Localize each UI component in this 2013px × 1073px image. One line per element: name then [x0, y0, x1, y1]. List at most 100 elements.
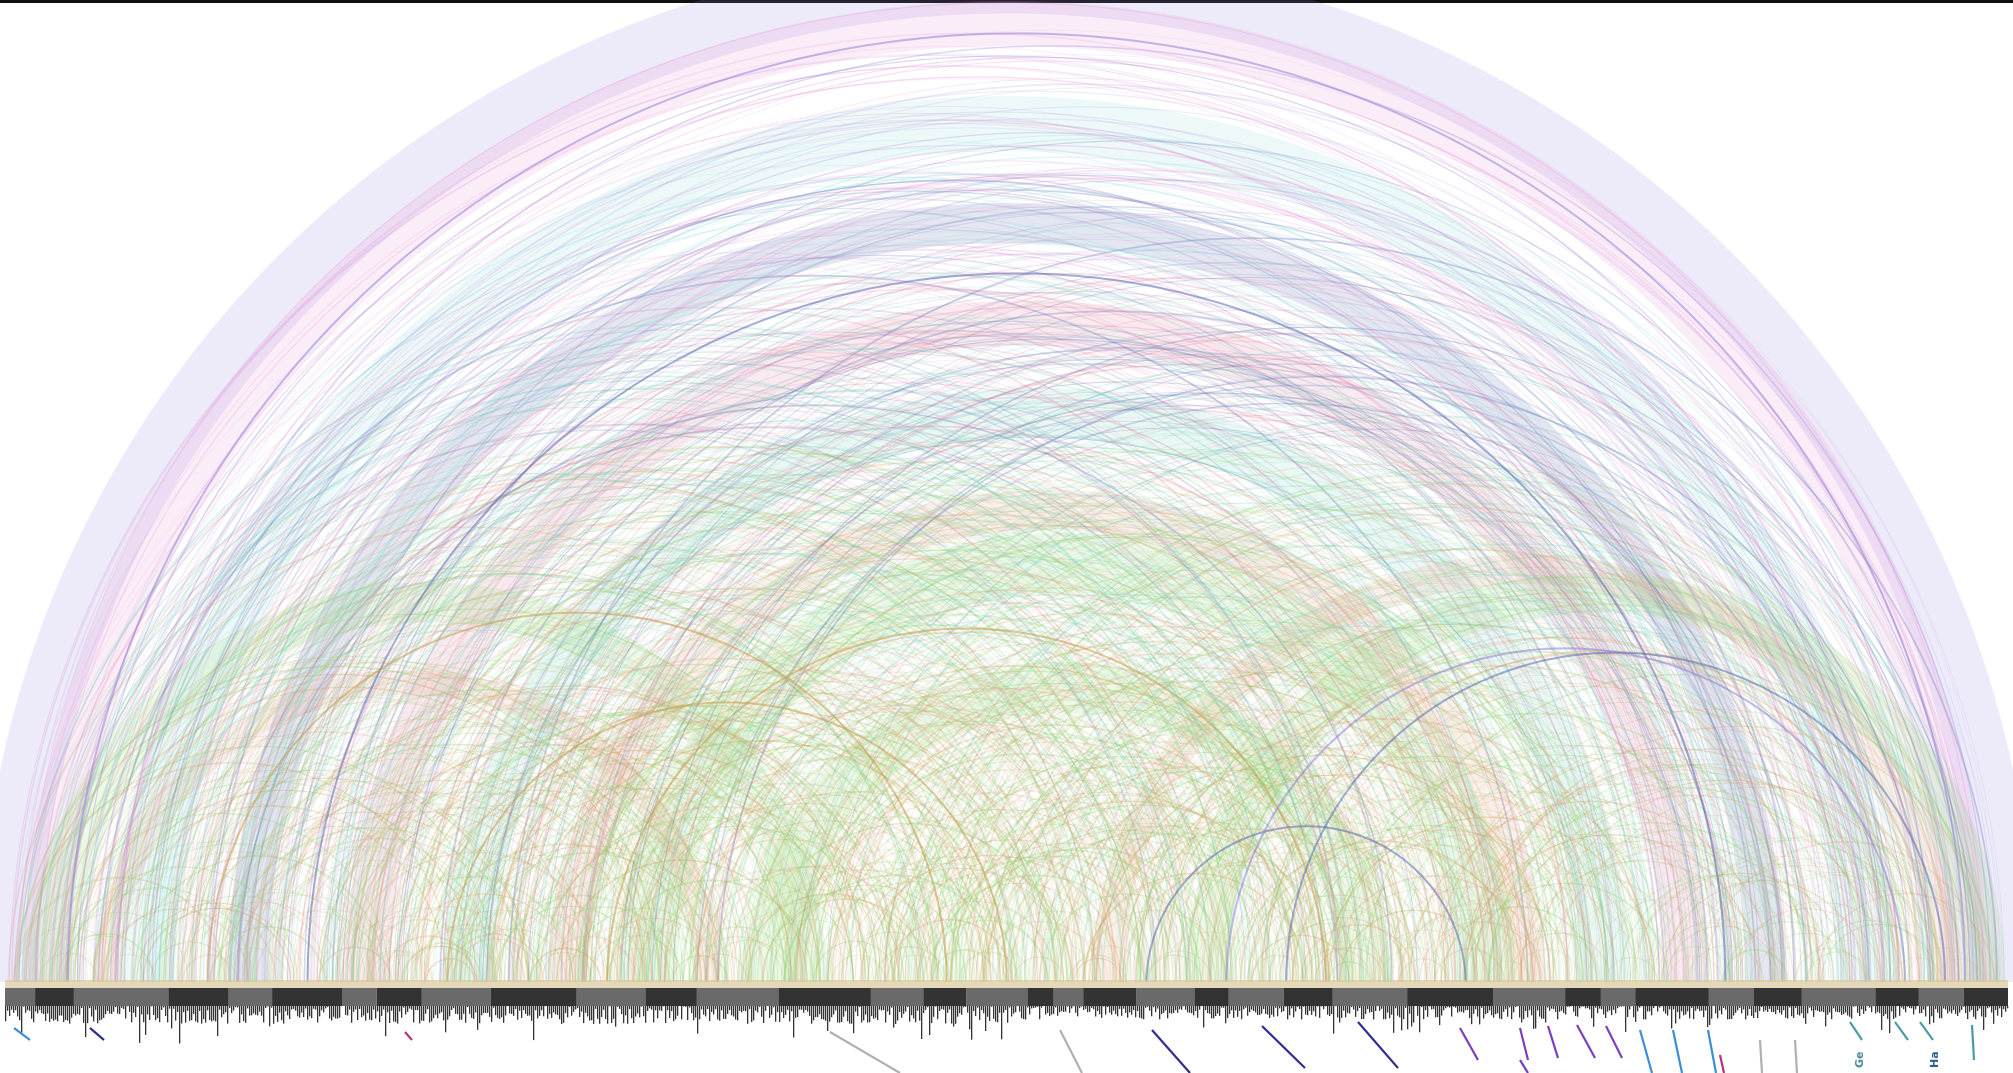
arc-strand	[516, 329, 1839, 983]
arc-strand	[24, 1, 1985, 983]
verse-bar	[487, 1006, 489, 1013]
arc-strand	[1156, 852, 1417, 983]
arc-strand	[228, 732, 727, 983]
arc-strand	[267, 331, 1569, 983]
arc-strand	[43, 662, 684, 983]
verse-bar	[1203, 1006, 1205, 1028]
verse-bar	[1793, 1006, 1795, 1018]
verse-bar	[1261, 1006, 1263, 1014]
verse-bar	[1181, 1006, 1183, 1010]
verse-bar	[985, 1006, 987, 1031]
arc-strand	[41, 185, 1635, 983]
arc-strand	[397, 657, 1047, 983]
arc-strand	[916, 915, 1049, 983]
arc-strand	[379, 512, 1320, 983]
verse-bar	[1095, 1006, 1097, 1017]
arc-strand	[653, 520, 1578, 983]
arc-strand	[413, 855, 668, 983]
arc-strand	[793, 792, 1182, 983]
arc-strand	[942, 630, 1647, 983]
arc-strand	[854, 565, 1688, 983]
verse-bar	[551, 1006, 553, 1018]
arc-strand	[1008, 825, 1331, 983]
verse-bar	[177, 1006, 179, 1012]
arc-strand	[318, 924, 434, 983]
verse-bar	[1729, 1006, 1731, 1020]
arc-strand	[164, 752, 624, 983]
verse-bar	[1611, 1006, 1613, 1016]
verse-bar	[1313, 1006, 1315, 1012]
verse-bar	[567, 1006, 569, 1018]
arc-strand	[1487, 786, 1879, 983]
arc-strand	[205, 187, 1796, 983]
verse-bar	[1605, 1006, 1607, 1018]
arc-strand	[831, 682, 1431, 983]
arc-strand	[1685, 864, 1921, 983]
verse-bar	[917, 1006, 919, 1011]
arc-strand	[1583, 794, 1959, 983]
verse-bar	[245, 1006, 247, 1023]
arc-strand	[211, 834, 506, 983]
verse-bar	[323, 1006, 325, 1013]
arc-strand	[803, 521, 1725, 983]
arc-strand	[1398, 958, 1449, 983]
arc-strand	[401, 216, 1933, 983]
arc-strand	[371, 736, 863, 983]
verse-bar	[953, 1006, 955, 1027]
arc-strand	[646, 587, 1437, 983]
arc-strand	[633, 794, 1010, 983]
verse-bar	[801, 1006, 803, 1010]
arc-strand	[837, 508, 1785, 983]
arc-strand	[335, 221, 1856, 983]
verse-bar	[897, 1006, 899, 1021]
verse-bar	[597, 1006, 599, 1019]
verse-bar	[455, 1006, 457, 1014]
verse-bar	[1503, 1006, 1505, 1012]
arc-strand	[1808, 919, 1933, 983]
verse-bar	[1305, 1006, 1307, 1015]
verse-bar	[1369, 1006, 1371, 1013]
chapter-segment	[168, 988, 229, 1006]
arc-strand	[1149, 691, 1732, 983]
slant-tick	[1459, 1027, 1479, 1061]
verse-bar	[1537, 1006, 1539, 1011]
verse-bar	[1413, 1006, 1415, 1023]
arc-strand	[219, 549, 1086, 983]
arc-strand	[1512, 948, 1583, 983]
arc-strand	[228, 535, 1122, 983]
arc-strand	[1618, 874, 1835, 983]
verse-bar	[33, 1006, 35, 1023]
verse-bar	[1727, 1006, 1729, 1020]
verse-bar	[861, 1006, 863, 1023]
arc-strand	[931, 949, 998, 983]
chapter-segment	[228, 988, 273, 1006]
verse-bar	[1993, 1006, 1995, 1024]
arc-strand	[242, 910, 385, 983]
arc-strand	[943, 855, 1198, 983]
arc-strand	[958, 514, 1895, 983]
verse-bar	[155, 1006, 157, 1021]
arc-strand	[395, 512, 1335, 983]
verse-bar	[1825, 1006, 1827, 1027]
arc-strand	[142, 254, 1615, 983]
verse-bar	[795, 1006, 797, 1018]
arc-strand	[412, 539, 1297, 983]
verse-bar	[1145, 1006, 1147, 1008]
verse-bar	[1079, 1006, 1081, 1009]
verse-bar	[735, 1006, 737, 1020]
arc-strand	[74, 727, 585, 983]
verse-bar	[695, 1006, 697, 1018]
arc-strand	[180, 521, 1117, 983]
arc-strand	[733, 687, 1323, 983]
verse-bar	[1769, 1006, 1771, 1009]
verse-bar	[1083, 1006, 1085, 1010]
verse-bar	[1151, 1006, 1153, 1017]
verse-bar	[1271, 1006, 1273, 1015]
verse-bar	[1683, 1006, 1685, 1016]
arc-strand	[144, 431, 1260, 983]
verse-bar	[1553, 1006, 1555, 1010]
arc-strands	[7, 1, 2005, 983]
verse-bar	[473, 1006, 475, 1019]
verse-bar	[441, 1006, 443, 1013]
verse-bar	[87, 1006, 89, 1024]
